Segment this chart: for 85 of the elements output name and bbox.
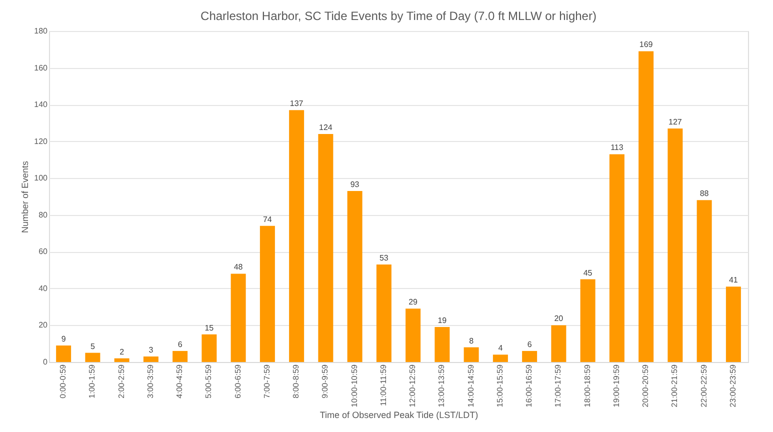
bar [143,356,158,362]
x-tick-label: 12:00-12:59 [408,364,418,408]
x-tick-label: 6:00-6:59 [233,364,242,398]
data-label: 127 [668,117,682,126]
bar [406,308,421,362]
bar [260,226,275,362]
y-tick-label: 80 [38,210,48,220]
x-tick-label: 0:00-0:59 [58,364,68,398]
bar [551,325,566,362]
bar [318,134,334,362]
x-axis-title: Time of Observed Peak Tide (LST/LDT) [320,410,478,420]
x-tick-label: 15:00-15:59 [495,364,504,408]
bar [202,334,217,362]
x-tick-label: 14:00-14:59 [466,364,476,408]
bar [726,286,741,362]
data-label: 137 [290,99,304,108]
data-label: 20 [554,314,564,324]
x-tick-label: 17:00-17:59 [554,364,563,408]
x-tick-label: 20:00-20:59 [641,364,650,408]
bar [492,354,508,362]
data-label: 74 [262,214,272,224]
data-label: 19 [438,316,448,326]
data-label: 124 [319,122,333,132]
data-label: 9 [61,334,66,344]
bar [434,327,450,362]
y-tick-label: 160 [34,63,48,72]
data-label: 6 [527,340,532,349]
y-tick-label: 40 [38,284,48,293]
bar [114,358,130,362]
data-label: 3 [148,345,154,354]
x-tick-label: 1:00-1:59 [88,364,97,398]
y-tick-label: 100 [34,174,48,183]
x-tick-label: 19:00-19:59 [612,364,621,408]
x-tick-label: 2:00-2:59 [116,364,126,398]
x-tick-label: 4:00-4:59 [175,364,184,398]
data-label: 93 [350,180,360,189]
x-tick-label: 8:00-8:59 [292,364,301,398]
data-label: 8 [469,336,474,346]
data-label: 53 [379,254,389,263]
data-label: 45 [583,268,593,278]
bar [289,110,304,362]
x-tick-label: 22:00-22:59 [699,364,708,408]
data-label: 48 [234,262,244,272]
x-tick-label: 5:00-5:59 [204,364,214,398]
data-label: 113 [610,143,624,152]
data-label: 4 [498,344,504,353]
data-label: 41 [728,276,738,285]
bar [172,350,188,362]
data-label: 2 [120,347,125,356]
y-tick-label: 0 [43,358,48,366]
bar [230,274,246,362]
chart-title: Charleston Harbor, SC Tide Events by Time of Day (7.0 ft MLLW or higher) [200,9,596,23]
data-label: 15 [204,323,214,332]
bar [56,345,72,362]
bar [609,154,624,362]
bar [580,279,596,362]
bar [696,200,712,362]
data-label: 169 [639,40,654,50]
x-tick-label: 10:00-10:59 [350,364,359,408]
x-tick-label: 21:00-21:59 [670,364,680,408]
data-label: 29 [408,298,418,307]
x-tick-label: 23:00-23:59 [728,364,738,408]
x-tick-label: 18:00-18:59 [582,364,592,408]
bar [347,190,362,362]
y-tick-label: 120 [34,136,48,146]
x-tick-label: 3:00-3:59 [146,364,155,398]
bar [638,51,654,362]
y-axis-title: Number of Events [20,160,30,234]
bar [668,128,683,362]
x-tick-label: 7:00-7:59 [262,364,272,398]
y-tick-label: 140 [34,100,48,110]
data-label: 6 [178,340,183,349]
bar [464,347,479,362]
bar [522,350,538,362]
data-label: 5 [90,342,96,351]
bar [376,264,392,362]
y-tick-label: 180 [34,26,48,36]
y-tick-label: 60 [38,247,48,256]
data-label: 88 [700,189,710,198]
x-tick-label: 16:00-16:59 [524,364,534,408]
x-tick-label: 11:00-11:59 [378,364,388,406]
x-tick-label: 13:00-13:59 [437,364,446,408]
y-tick-label: 20 [38,320,48,330]
bar [85,352,100,362]
x-tick-label: 9:00-9:59 [320,364,330,398]
